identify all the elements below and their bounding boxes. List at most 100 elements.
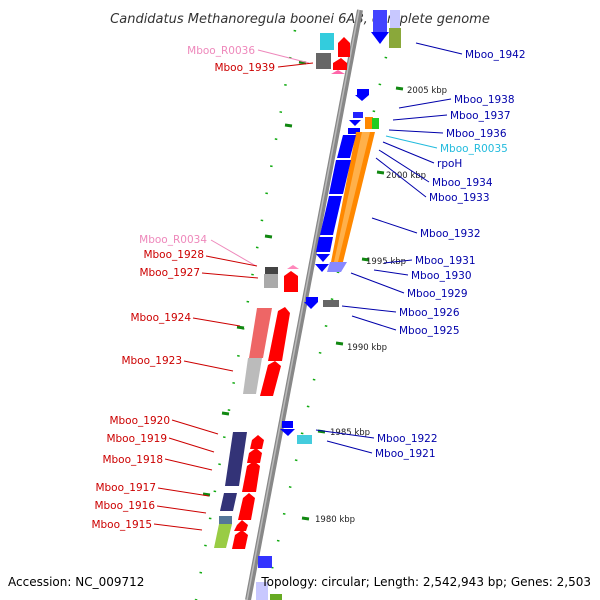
tick-label-1995: 1995 kbp	[366, 257, 406, 267]
gene-mboo-1939[interactable]	[338, 37, 350, 57]
right-leader-lines	[315, 42, 463, 454]
label-mboo-1932[interactable]: Mboo_1932	[420, 228, 481, 240]
label-mboo-r0034[interactable]: Mboo_R0034	[139, 234, 207, 246]
gene-mboo-1938-arrow	[355, 95, 369, 101]
label-mboo-1924[interactable]: Mboo_1924	[130, 312, 191, 324]
topology-summary-text: Topology: circular; Length: 2,542,943 bp…	[260, 575, 591, 589]
gene-mboo-1932[interactable]	[320, 196, 342, 235]
gene-mboo-1941[interactable]	[389, 28, 401, 48]
gene-mboo-1938[interactable]	[357, 89, 369, 95]
map-title: Candidatus Methanoregula boonei 6A8, com…	[110, 12, 490, 27]
gene-mboo-1942-arrow	[371, 32, 389, 44]
gene-mboo-1941b[interactable]	[390, 10, 400, 28]
right-gene-labels: Mboo_1942 Mboo_1938 Mboo_1937 Mboo_1936 …	[375, 49, 526, 460]
gene-mboo-1934[interactable]	[337, 135, 356, 158]
gene-mboo-1926-arrow	[304, 302, 318, 309]
forward-strand-genes	[214, 33, 350, 549]
label-mboo-1939[interactable]: Mboo_1939	[214, 62, 275, 74]
label-mboo-1936[interactable]: Mboo_1936	[446, 128, 507, 140]
gene-mboo-1927-grey[interactable]	[264, 274, 278, 288]
label-mboo-1929[interactable]: Mboo_1929	[407, 288, 468, 300]
gene-mboo-1918[interactable]	[242, 461, 260, 492]
tick-label-1990: 1990 kbp	[347, 343, 387, 353]
gene-mboo-1915-small[interactable]	[234, 520, 248, 531]
label-mboo-1922[interactable]: Mboo_1922	[377, 433, 438, 445]
label-mboo-1919[interactable]: Mboo_1919	[106, 433, 167, 445]
label-mboo-1918[interactable]: Mboo_1918	[102, 454, 163, 466]
gene-mboo-1923-grey[interactable]	[243, 358, 262, 394]
gene-mboo-1925[interactable]	[323, 300, 339, 307]
gene-bottom-green[interactable]	[270, 594, 282, 600]
gene-mboo-1924-light[interactable]	[249, 308, 272, 358]
label-mboo-1916[interactable]: Mboo_1916	[94, 500, 155, 512]
label-rpoh[interactable]: rpoH	[437, 158, 462, 170]
gene-mboo-r0036[interactable]	[320, 33, 334, 50]
label-mboo-1933[interactable]: Mboo_1933	[429, 192, 490, 204]
label-mboo-r0035[interactable]: Mboo_R0035	[440, 143, 508, 155]
gene-mboo-1918-navy[interactable]	[225, 432, 247, 486]
gene-mboo-1922-arrow	[280, 429, 295, 436]
gene-mboo-1915[interactable]	[232, 530, 248, 549]
gene-mboo-1924[interactable]	[268, 307, 290, 361]
gene-mboo-r0034[interactable]	[287, 265, 299, 269]
genome-backbone	[245, 9, 363, 600]
label-mboo-1930[interactable]: Mboo_1930	[411, 270, 472, 282]
gene-mboo-1929[interactable]	[327, 262, 347, 272]
gene-mboo-r0035-neighbor[interactable]	[365, 117, 373, 129]
gene-mboo-1922[interactable]	[282, 421, 293, 428]
gene-mboo-1937-arrow	[349, 120, 361, 126]
gene-mboo-1923[interactable]	[260, 361, 281, 396]
tick-label-1980: 1980 kbp	[315, 515, 355, 525]
genome-backbone-highlight	[246, 9, 360, 600]
gene-rpoh-highlight	[334, 132, 370, 262]
gene-mboo-1917-navy[interactable]	[220, 493, 237, 511]
gene-mboo-1937[interactable]	[353, 112, 363, 118]
label-mboo-1934[interactable]: Mboo_1934	[432, 177, 493, 189]
label-mboo-1942[interactable]: Mboo_1942	[465, 49, 526, 61]
gene-mboo-1921[interactable]	[297, 435, 312, 444]
tick-label-2005: 2005 kbp	[407, 86, 447, 96]
gene-mboo-1926[interactable]	[306, 297, 318, 302]
label-mboo-1923[interactable]: Mboo_1923	[121, 355, 182, 367]
label-mboo-1917[interactable]: Mboo_1917	[95, 482, 156, 494]
gene-mboo-1931[interactable]	[316, 237, 333, 252]
gene-mboo-1916[interactable]	[214, 524, 232, 548]
label-mboo-1925[interactable]: Mboo_1925	[399, 325, 460, 337]
label-mboo-1926[interactable]: Mboo_1926	[399, 307, 460, 319]
label-mboo-1915[interactable]: Mboo_1915	[91, 519, 152, 531]
gene-mboo-1939-tip	[331, 70, 345, 74]
tick-label-1985: 1985 kbp	[330, 428, 370, 438]
gene-mboo-1930[interactable]	[315, 264, 329, 272]
label-mboo-1931[interactable]: Mboo_1931	[415, 255, 476, 267]
gene-bottom-blue[interactable]	[258, 556, 272, 568]
gene-mboo-1920[interactable]	[250, 435, 264, 449]
accession-text: Accession: NC_009712	[8, 575, 144, 589]
gene-mboo-1933[interactable]	[329, 160, 351, 194]
label-mboo-1938[interactable]: Mboo_1938	[454, 94, 515, 106]
gene-mboo-1940[interactable]	[333, 58, 347, 70]
gene-mboo-1939-grey[interactable]	[316, 53, 331, 69]
gene-mboo-1919[interactable]	[247, 448, 262, 463]
gene-mboo-1927[interactable]	[284, 271, 298, 292]
label-mboo-1928[interactable]: Mboo_1928	[143, 249, 204, 261]
scale-tick-marks	[202, 60, 404, 521]
reverse-strand-genes	[256, 10, 401, 600]
label-mboo-1921[interactable]: Mboo_1921	[375, 448, 436, 460]
label-mboo-1927[interactable]: Mboo_1927	[139, 267, 200, 279]
tick-label-2000: 2000 kbp	[386, 171, 426, 181]
gene-bottom-light[interactable]	[256, 582, 268, 600]
label-mboo-1920[interactable]: Mboo_1920	[109, 415, 170, 427]
gene-mboo-r0035[interactable]	[372, 118, 379, 129]
label-mboo-r0036[interactable]: Mboo_R0036	[187, 45, 255, 57]
gene-mboo-1942[interactable]	[373, 10, 387, 32]
gene-mboo-1936[interactable]	[348, 128, 360, 134]
left-gene-labels: Mboo_R0036 Mboo_1939 Mboo_R0034 Mboo_192…	[91, 45, 275, 531]
gene-mboo-1931-arrow	[316, 254, 330, 262]
gene-mboo-1928[interactable]	[265, 267, 278, 274]
gene-mboo-1917[interactable]	[238, 493, 255, 520]
left-leader-lines	[153, 49, 314, 531]
gene-mboo-1916-blue[interactable]	[219, 516, 232, 524]
label-mboo-1937[interactable]: Mboo_1937	[450, 110, 511, 122]
